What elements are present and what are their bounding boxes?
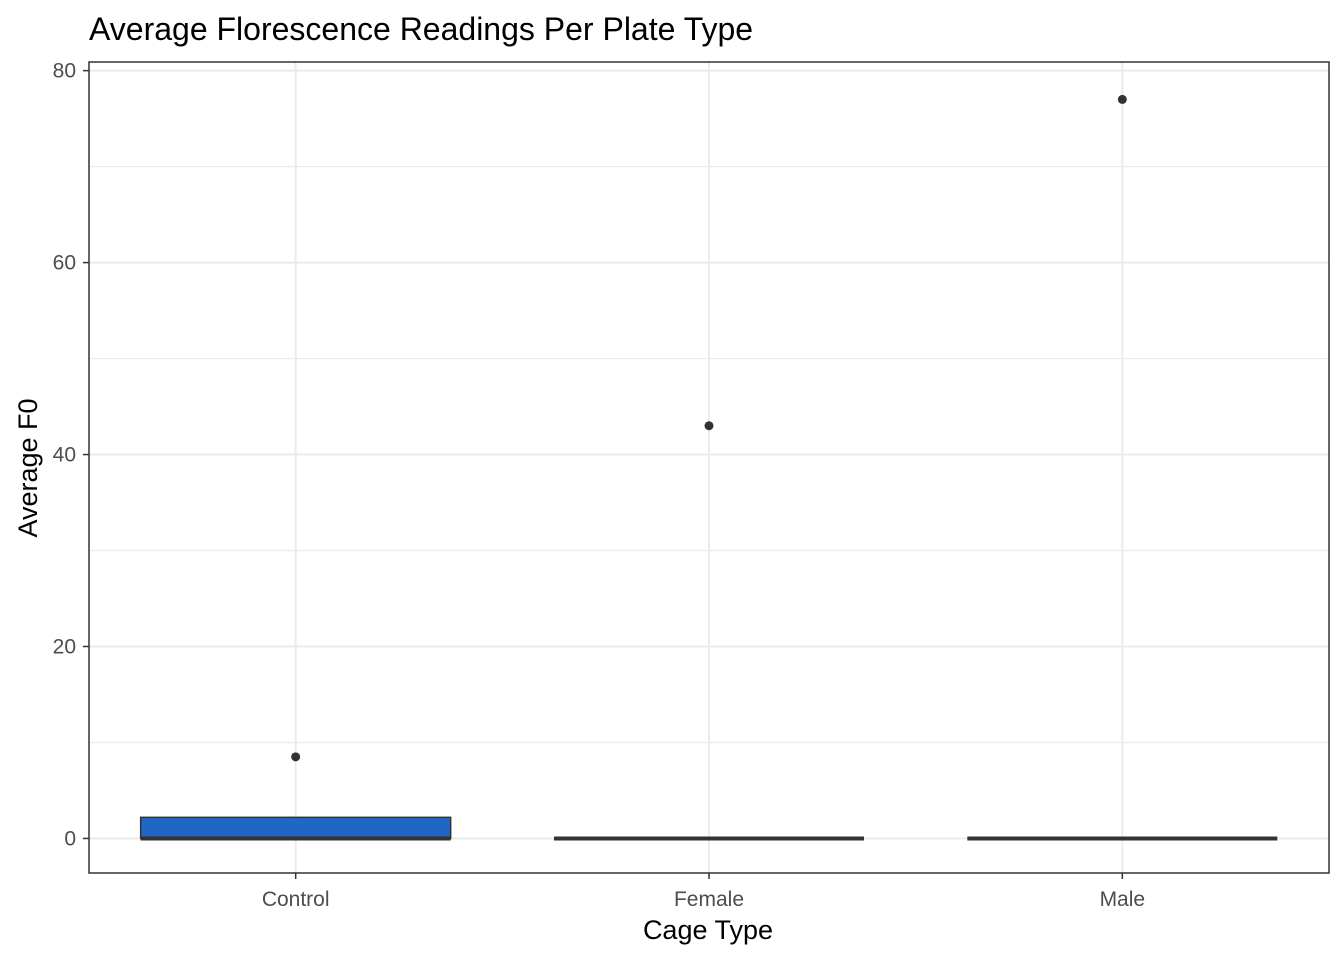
y-tick-label: 60 <box>53 252 76 275</box>
outlier-point <box>704 421 714 431</box>
y-tick-label: 40 <box>53 444 76 467</box>
x-axis-title: Cage Type <box>643 915 773 945</box>
x-tick-label: Control <box>262 888 330 911</box>
y-tick-label: 20 <box>53 635 76 658</box>
box-male <box>967 94 1278 841</box>
x-tick-label: Female <box>674 888 744 911</box>
outlier-point <box>291 752 301 762</box>
y-axis-title: Average F0 <box>13 398 43 537</box>
box-female <box>554 421 864 841</box>
chart-title: Average Florescence Readings Per Plate T… <box>89 11 753 47</box>
y-tick-label: 0 <box>64 827 76 850</box>
axes: 0 20 40 60 80 Control Female Male <box>53 60 1145 911</box>
y-tick-label: 80 <box>53 60 76 83</box>
box-body <box>139 816 452 840</box>
box-control <box>139 752 452 841</box>
boxes <box>139 94 1278 841</box>
x-tick-label: Male <box>1100 888 1146 911</box>
outlier-point <box>1117 94 1127 104</box>
